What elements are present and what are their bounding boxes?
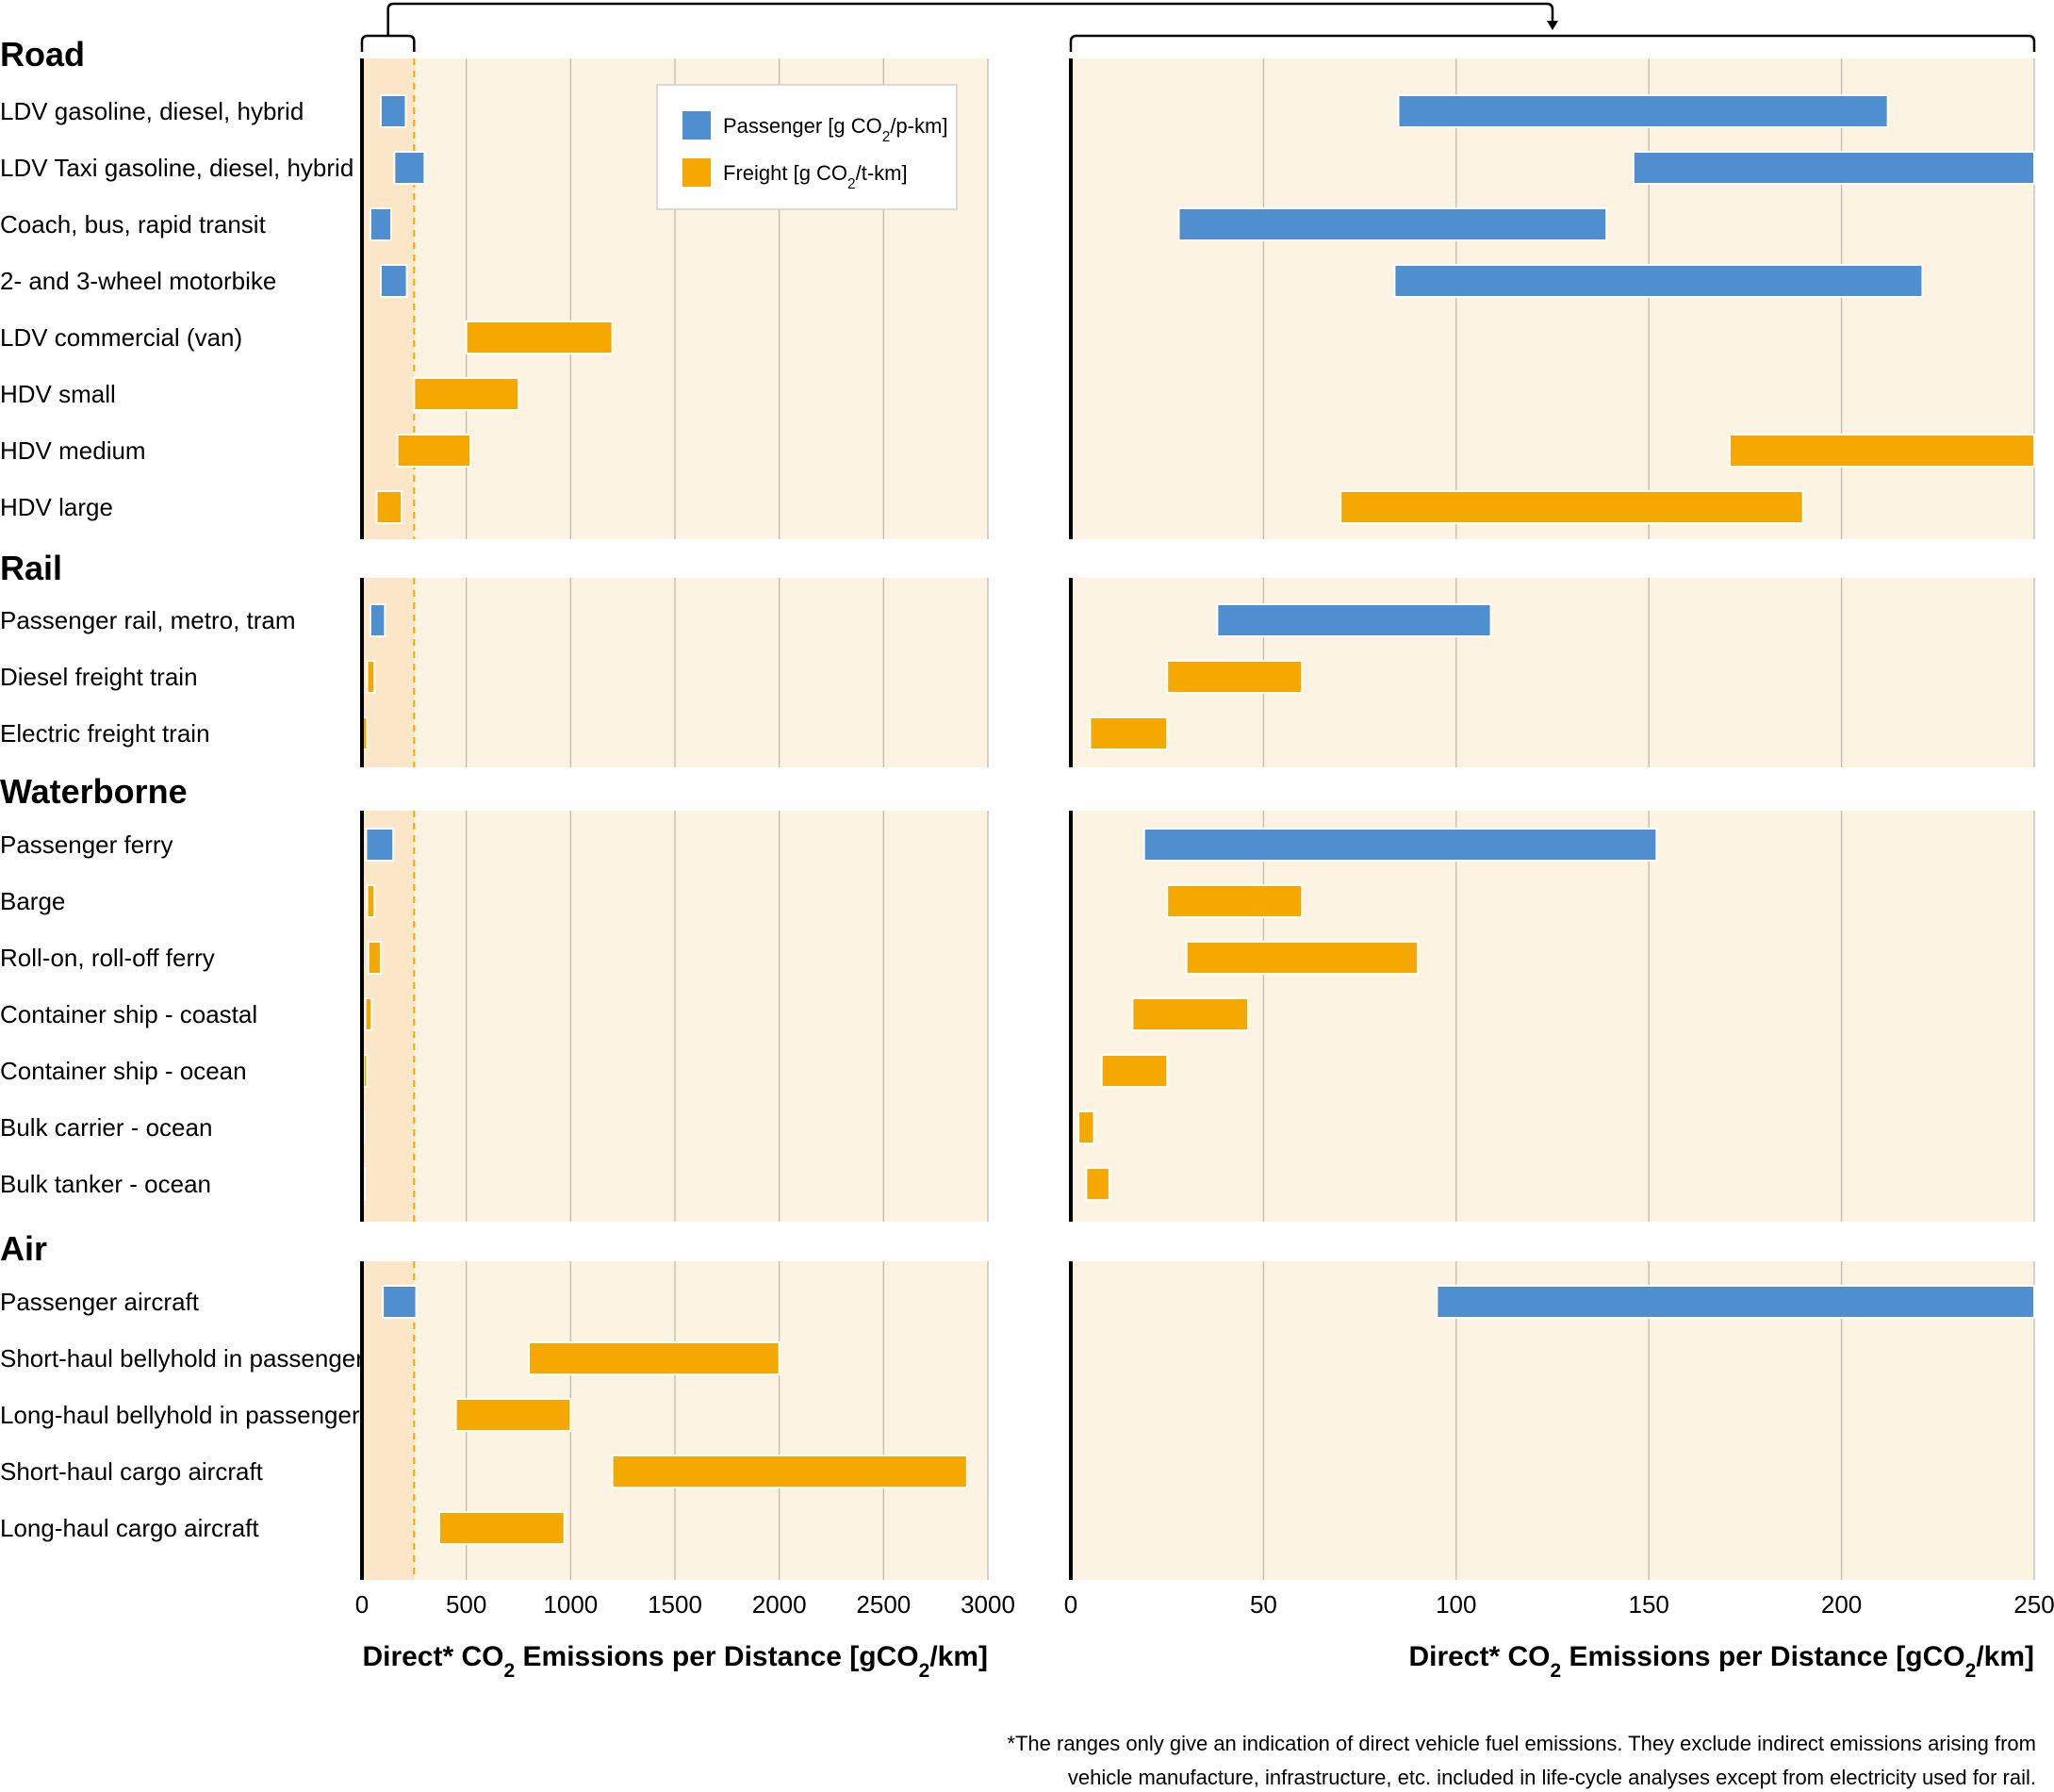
range-bar-full-passenger <box>369 603 386 637</box>
zoom-bracket <box>360 2 2036 52</box>
category-label: LDV commercial (van) <box>0 323 242 352</box>
range-bar-zoom-freight <box>1729 434 2035 468</box>
range-bar-full-freight <box>375 490 403 524</box>
x-tick-label: 2000 <box>752 1590 807 1619</box>
range-bar-zoom-freight <box>1131 997 1250 1031</box>
range-bar-full-passenger <box>379 264 408 298</box>
category-label: Short-haul cargo aircraft <box>0 1457 264 1486</box>
legend: Passenger [g CO2/p-km] Freight [g CO2/t-k… <box>656 84 958 210</box>
range-bar-full-freight <box>465 321 614 354</box>
group-title: Road <box>0 35 85 74</box>
range-bar-full-freight <box>454 1398 572 1432</box>
category-label: LDV gasoline, diesel, hybrid <box>0 97 304 125</box>
legend-swatch-freight <box>682 158 711 187</box>
range-bar-full-passenger <box>393 151 426 185</box>
category-label: Electric freight train <box>0 719 210 748</box>
x-axis-title: Direct* CO2 Emissions per Distance [gCO2… <box>362 1641 988 1682</box>
range-bar-full-passenger <box>369 207 392 241</box>
category-label: Barge <box>0 887 65 915</box>
x-tick-label: 1500 <box>648 1590 702 1619</box>
range-bar-full-passenger <box>365 828 395 862</box>
range-bar-full-freight <box>366 884 376 918</box>
x-tick-label: 3000 <box>961 1590 1015 1619</box>
x-tick-label: 500 <box>446 1590 486 1619</box>
range-bar-zoom-passenger <box>1397 94 1889 128</box>
category-label: Coach, bus, rapid transit <box>0 210 267 238</box>
range-bar-zoom-passenger <box>1393 264 1924 298</box>
group-title: Waterborne <box>0 772 188 811</box>
footnote-line: vehicle manufacture, infrastructure, etc… <box>1068 1766 2036 1789</box>
category-label: Passenger aircraft <box>0 1288 200 1316</box>
category-label: 2- and 3-wheel motorbike <box>0 267 276 295</box>
category-label: HDV small <box>0 380 116 408</box>
x-axis-title: Direct* CO2 Emissions per Distance [gCO2… <box>1408 1641 2034 1682</box>
legend-label-freight: Freight [g CO2/t-km] <box>723 161 908 192</box>
category-label: Diesel freight train <box>0 663 198 691</box>
group-title: Rail <box>0 549 62 587</box>
x-tick-label: 100 <box>1436 1590 1476 1619</box>
category-label: Long-haul bellyhold in passenger <box>0 1401 360 1429</box>
range-bar-full-freight <box>396 434 472 468</box>
category-label: Short-haul bellyhold in passenger <box>0 1344 364 1373</box>
range-bar-zoom-passenger <box>1632 151 2036 185</box>
range-bar-zoom-freight <box>1089 716 1169 750</box>
range-bars <box>361 94 2036 1545</box>
legend-label-passenger: Passenger [g CO2/p-km] <box>723 114 947 145</box>
category-label: Bulk tanker - ocean <box>0 1170 211 1198</box>
range-bar-full-freight <box>528 1341 781 1375</box>
range-bar-full-freight <box>413 377 520 411</box>
category-label: HDV medium <box>0 436 146 465</box>
x-tick-label: 2500 <box>856 1590 911 1619</box>
category-label: Roll-on, roll-off ferry <box>0 944 215 972</box>
category-label: Passenger ferry <box>0 830 173 859</box>
range-bar-zoom-passenger <box>1142 828 1658 862</box>
x-tick-label: 0 <box>355 1590 369 1619</box>
range-bar-zoom-freight <box>1339 490 1804 524</box>
axes <box>360 2 2036 1580</box>
range-bar-full-freight <box>362 1054 369 1088</box>
footnote-line: *The ranges only give an indication of d… <box>1007 1732 2036 1755</box>
legend-box <box>656 84 958 210</box>
category-label: HDV large <box>0 493 113 521</box>
group-title: Air <box>0 1229 47 1268</box>
labels: Road LDV gasoline, diesel, hybrid LDV Taxi… <box>0 35 2054 1789</box>
category-label: LDV Taxi gasoline, diesel, hybrid <box>0 154 353 182</box>
range-bar-full-freight <box>364 997 373 1031</box>
range-bar-zoom-freight <box>1085 1167 1110 1201</box>
range-bar-full-freight <box>437 1511 566 1545</box>
x-tick-label: 200 <box>1821 1590 1862 1619</box>
category-label: Container ship - coastal <box>0 1000 257 1028</box>
category-label: Container ship - ocean <box>0 1057 247 1085</box>
range-bar-zoom-passenger <box>1436 1285 2035 1319</box>
category-label: Long-haul cargo aircraft <box>0 1514 259 1542</box>
range-bar-zoom-freight <box>1166 660 1304 694</box>
range-bar-zoom-freight <box>1100 1054 1169 1088</box>
range-bar-zoom-freight <box>1185 941 1419 975</box>
category-label: Passenger rail, metro, tram <box>0 606 296 634</box>
legend-swatch-passenger <box>682 111 711 140</box>
range-bar-full-passenger <box>379 94 407 128</box>
range-bar-zoom-freight <box>1077 1110 1095 1144</box>
x-tick-label: 50 <box>1250 1590 1277 1619</box>
range-bar-zoom-passenger <box>1177 207 1608 241</box>
x-tick-label: 150 <box>1629 1590 1669 1619</box>
range-bar-zoom-passenger <box>1216 603 1492 637</box>
range-bar-zoom-freight <box>1166 884 1304 918</box>
x-tick-label: 250 <box>2013 1590 2054 1619</box>
x-tick-label: 1000 <box>543 1590 598 1619</box>
x-tick-label: 0 <box>1064 1590 1077 1619</box>
range-bar-full-freight <box>366 660 376 694</box>
range-bar-full-passenger <box>382 1285 418 1319</box>
range-bar-full-freight <box>611 1455 968 1488</box>
category-label: Bulk carrier - ocean <box>0 1113 212 1142</box>
range-bar-full-freight <box>367 941 382 975</box>
